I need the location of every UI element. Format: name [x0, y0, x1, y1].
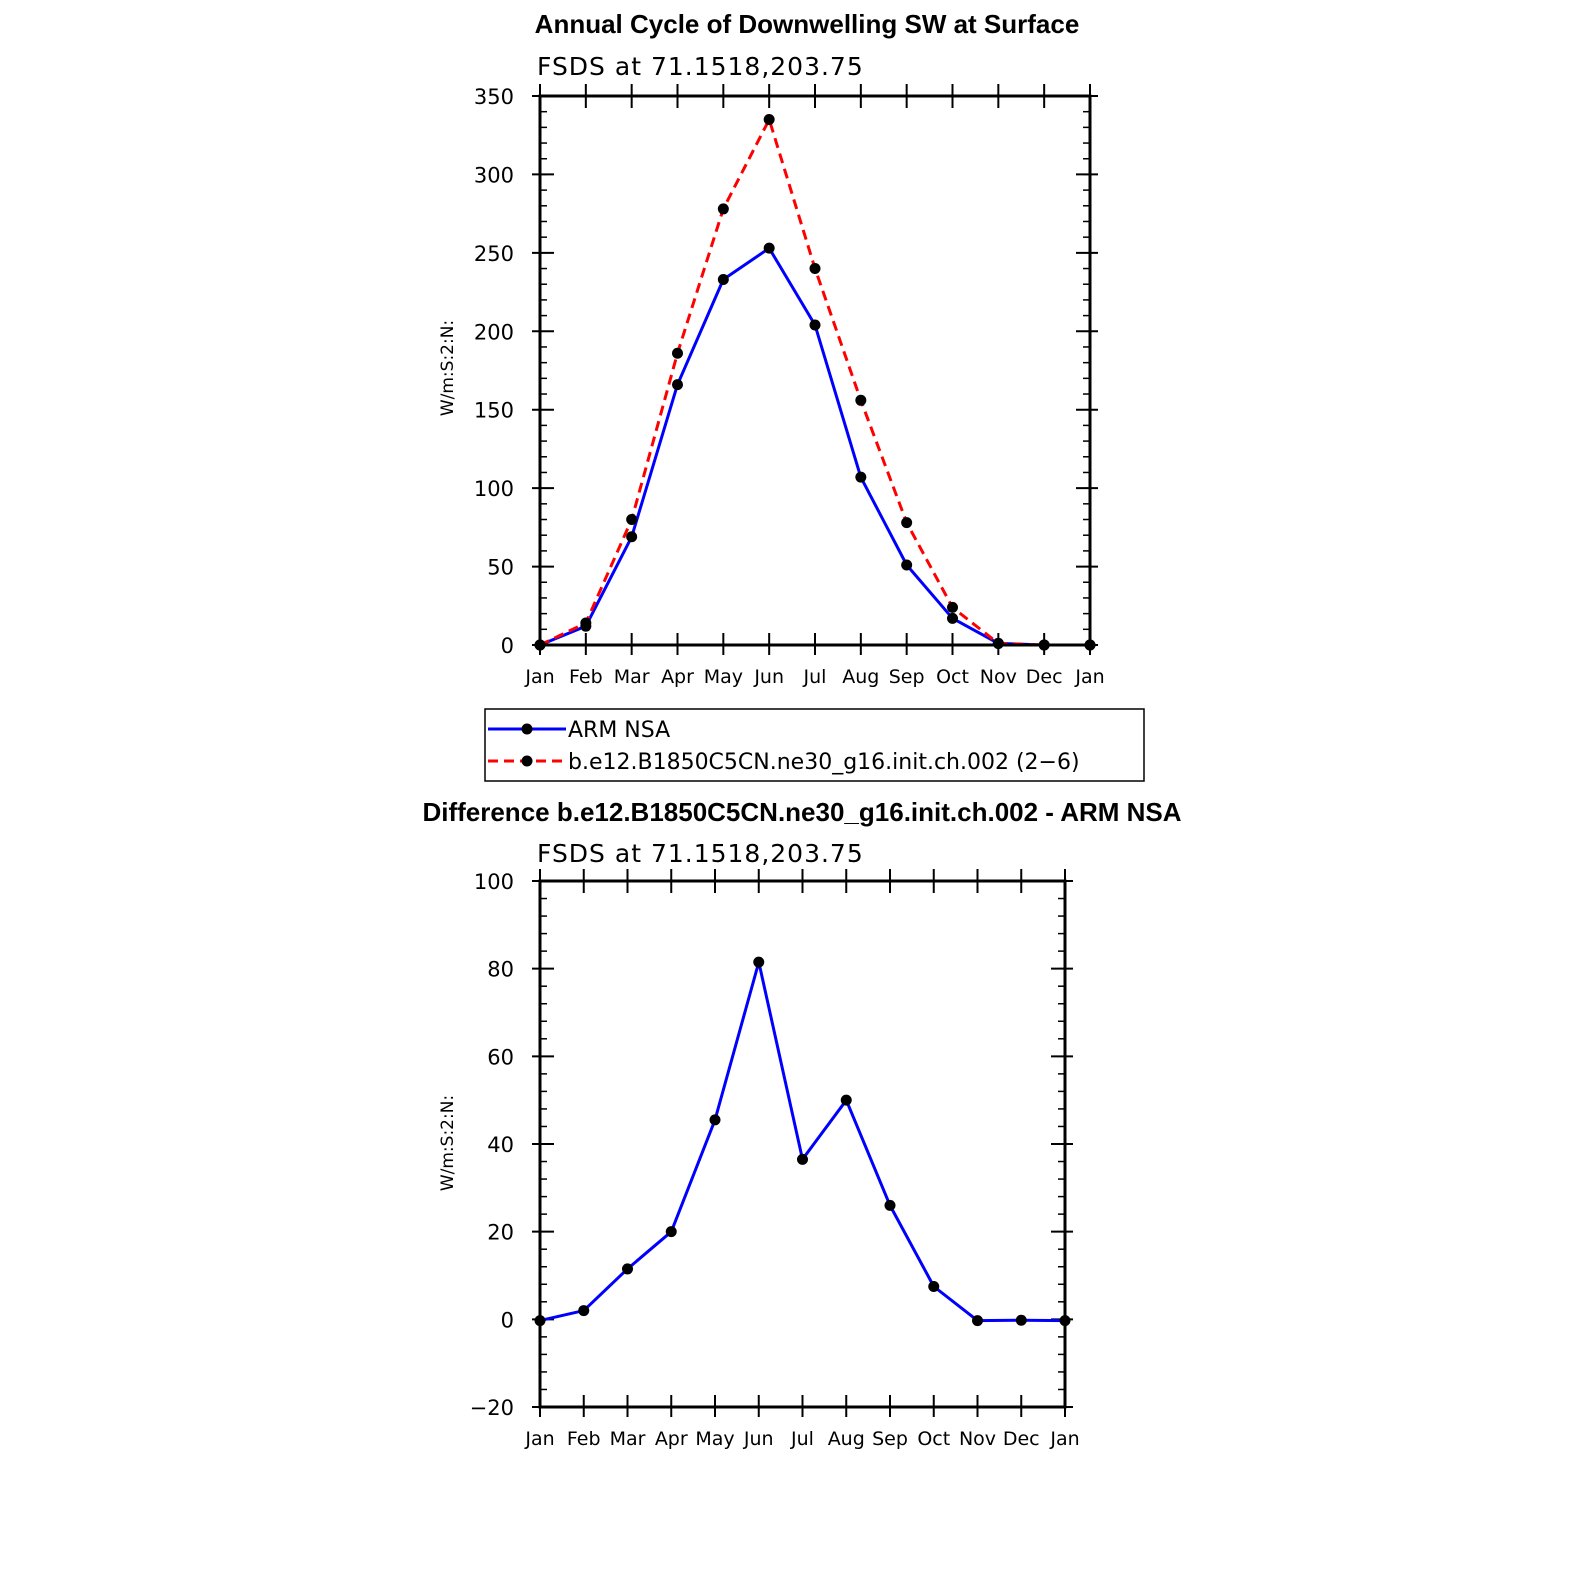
- y-tick-label: 100: [474, 870, 514, 894]
- plot-frame: [538, 879, 1067, 1409]
- x-tick-label: Aug: [842, 666, 879, 688]
- plot-frame: [538, 94, 1092, 647]
- data-point: [763, 242, 775, 254]
- x-tick-label: Apr: [661, 666, 694, 688]
- chart-title: Annual Cycle of Downwelling SW at Surfac…: [535, 9, 1080, 39]
- y-axis-label: W/m:S:2:N:: [438, 1095, 458, 1191]
- y-tick-label: 350: [474, 85, 514, 109]
- data-point: [901, 559, 913, 571]
- y-tick-label: 20: [487, 1221, 514, 1245]
- x-tick-label: Jan: [524, 1428, 554, 1450]
- data-point: [580, 617, 592, 629]
- data-point: [672, 347, 683, 359]
- x-tick-label: Feb: [569, 666, 603, 688]
- x-tick-label: Oct: [936, 666, 969, 688]
- y-tick-label: 250: [474, 242, 514, 266]
- series-line-0: [539, 246, 1090, 647]
- x-tick-label: Mar: [614, 666, 650, 688]
- x-tick-label: Feb: [567, 1428, 601, 1450]
- series-line-1: [539, 118, 1090, 647]
- data-point: [840, 1094, 852, 1106]
- data-point: [809, 263, 821, 275]
- data-point: [1015, 1314, 1027, 1326]
- x-tick-label: May: [695, 1428, 734, 1450]
- x-tick-label: Jul: [803, 666, 827, 688]
- data-point: [947, 612, 958, 624]
- data-point: [901, 517, 913, 529]
- x-tick-label: Aug: [828, 1428, 865, 1450]
- y-tick-label: 60: [487, 1045, 514, 1069]
- data-point: [809, 319, 821, 331]
- x-tick-label: Nov: [959, 1428, 996, 1450]
- data-point: [626, 531, 638, 543]
- y-tick-label: 300: [474, 163, 514, 187]
- legend-label-arm-nsa: ARM NSA: [568, 718, 670, 743]
- series-line-0: [539, 960, 1066, 1323]
- y-tick-label: 100: [474, 477, 514, 501]
- x-tick-label: Nov: [980, 666, 1017, 688]
- y-axis-label: W/m:S:2:N:: [438, 320, 458, 416]
- data-point: [928, 1280, 940, 1292]
- y-tick-label: 0: [501, 634, 514, 658]
- chart-title: Difference b.e12.B1850C5CN.ne30_g16.init…: [422, 797, 1181, 827]
- data-point: [626, 514, 638, 526]
- data-point: [884, 1199, 896, 1211]
- legend-marker-model: [521, 755, 533, 767]
- data-point: [665, 1226, 677, 1238]
- x-tick-label: Jul: [790, 1428, 814, 1450]
- x-tick-label: Jun: [753, 666, 784, 688]
- chart-subtitle: FSDS at 71.1518,203.75: [537, 52, 864, 81]
- x-tick-label: Dec: [1003, 1428, 1040, 1450]
- legend-marker-arm-nsa: [521, 723, 533, 735]
- x-tick-label: Apr: [655, 1428, 688, 1450]
- x-tick-label: Mar: [610, 1428, 646, 1450]
- data-point: [578, 1305, 590, 1317]
- x-tick-label: May: [704, 666, 743, 688]
- chart-difference: Difference b.e12.B1850C5CN.ne30_g16.init…: [422, 797, 1181, 1450]
- y-tick-label: 80: [487, 958, 514, 982]
- y-tick-label: 50: [487, 556, 514, 580]
- data-point: [992, 637, 1004, 649]
- x-tick-label: Oct: [917, 1428, 950, 1450]
- data-point: [717, 203, 729, 215]
- data-point: [672, 379, 683, 391]
- data-point: [709, 1114, 721, 1126]
- data-point: [763, 114, 775, 126]
- data-point: [753, 956, 765, 968]
- x-tick-label: Sep: [889, 666, 925, 688]
- data-point: [947, 601, 958, 613]
- legend: ARM NSA b.e12.B1850C5CN.ne30_g16.init.ch…: [484, 708, 1145, 782]
- x-tick-label: Jun: [743, 1428, 774, 1450]
- data-point: [972, 1315, 983, 1327]
- y-tick-label: 40: [487, 1133, 514, 1157]
- x-tick-label: Sep: [872, 1428, 908, 1450]
- legend-box: [484, 708, 1145, 782]
- y-tick-label: 200: [474, 320, 514, 344]
- y-tick-label: −20: [470, 1396, 514, 1420]
- data-point: [855, 471, 867, 483]
- y-tick-label: 150: [474, 399, 514, 423]
- legend-label-model: b.e12.B1850C5CN.ne30_g16.init.ch.002 (2−…: [568, 750, 1080, 775]
- x-tick-label: Jan: [524, 666, 554, 688]
- x-tick-label: Jan: [1074, 666, 1104, 688]
- chart-subtitle: FSDS at 71.1518,203.75: [537, 839, 864, 868]
- chart-annual-cycle: Annual Cycle of Downwelling SW at Surfac…: [438, 9, 1105, 688]
- data-point: [855, 394, 867, 406]
- x-tick-label: Jan: [1049, 1428, 1079, 1450]
- x-tick-label: Dec: [1026, 666, 1063, 688]
- data-point: [797, 1153, 808, 1165]
- data-point: [717, 274, 729, 286]
- y-tick-label: 0: [501, 1308, 514, 1332]
- data-point: [622, 1263, 633, 1275]
